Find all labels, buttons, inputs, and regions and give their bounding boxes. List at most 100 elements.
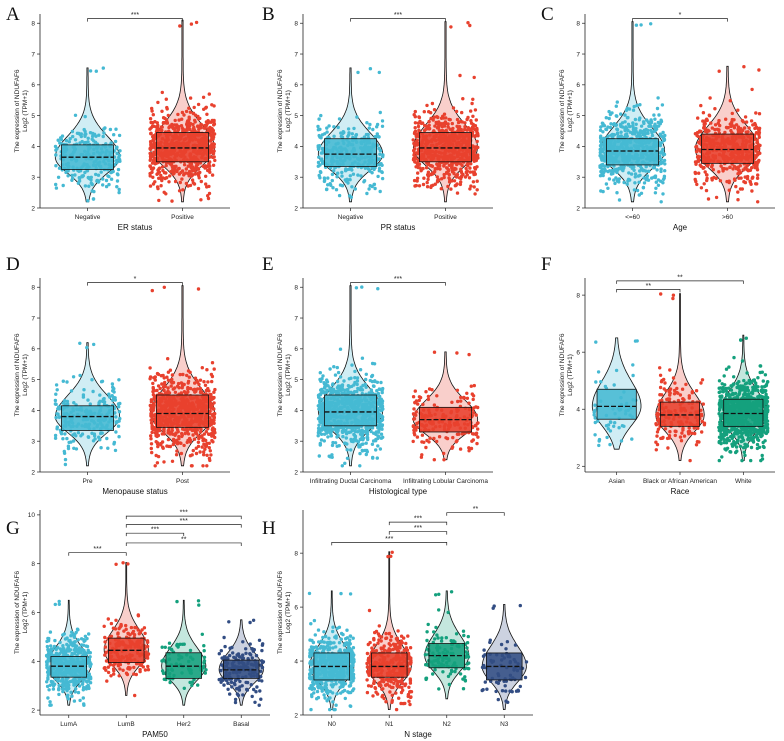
data-point <box>697 171 701 175</box>
data-point <box>622 180 626 185</box>
data-point <box>749 119 754 123</box>
data-point <box>118 149 122 153</box>
data-point <box>702 165 706 170</box>
data-point <box>179 381 184 385</box>
data-point <box>55 412 59 416</box>
data-point <box>352 126 356 131</box>
y-tick-label: 7 <box>31 315 35 322</box>
data-point <box>358 464 362 468</box>
data-point <box>193 390 197 394</box>
data-point <box>633 117 638 122</box>
data-point <box>661 181 665 185</box>
data-point <box>358 437 362 442</box>
data-point <box>728 165 732 169</box>
data-point <box>460 163 464 168</box>
data-point <box>181 128 185 132</box>
data-point <box>650 133 655 138</box>
data-point <box>705 164 710 168</box>
data-point <box>634 23 639 27</box>
data-point <box>358 368 363 372</box>
data-point <box>60 134 65 138</box>
data-point <box>150 450 154 455</box>
data-point <box>72 401 76 405</box>
data-point <box>209 453 213 457</box>
data-point <box>322 432 327 436</box>
data-point <box>193 120 197 124</box>
data-point <box>53 433 58 438</box>
data-point <box>332 365 336 369</box>
data-point <box>632 168 636 172</box>
data-point <box>378 189 382 194</box>
data-point <box>210 374 215 379</box>
data-point <box>184 167 188 171</box>
data-point <box>696 134 700 139</box>
data-point <box>180 433 184 437</box>
data-point <box>736 168 741 172</box>
data-point <box>350 363 354 367</box>
data-point <box>73 113 78 118</box>
y-tick-label: 6 <box>294 346 298 353</box>
data-point <box>608 169 612 173</box>
data-point <box>696 116 700 120</box>
data-point <box>374 430 379 434</box>
data-point <box>744 120 749 124</box>
x-axis-title: PR status <box>381 223 416 232</box>
data-point <box>200 435 204 439</box>
y-tick-label: 5 <box>31 113 35 120</box>
y-axis-title: The expression of NDUFAF6 <box>14 333 21 416</box>
data-point <box>437 162 441 167</box>
data-point <box>467 352 471 357</box>
data-point <box>317 117 321 121</box>
data-point <box>193 381 197 385</box>
y-tick-label: 6 <box>31 346 35 353</box>
data-point <box>610 171 614 176</box>
data-point <box>210 361 215 365</box>
data-point <box>212 418 216 422</box>
data-point <box>463 125 467 129</box>
data-point <box>86 136 90 140</box>
data-point <box>169 384 173 388</box>
data-point <box>211 163 216 167</box>
box <box>324 394 377 427</box>
data-point <box>626 128 630 133</box>
data-point <box>94 134 98 138</box>
data-point <box>329 434 333 438</box>
data-point <box>433 167 437 171</box>
data-point <box>750 189 754 193</box>
box <box>324 138 377 167</box>
data-point <box>379 414 384 418</box>
data-point <box>732 177 737 181</box>
data-point <box>653 191 658 195</box>
data-point <box>422 110 426 114</box>
data-point <box>212 118 216 123</box>
data-point <box>465 391 469 395</box>
data-point <box>156 441 160 445</box>
data-point <box>149 398 154 402</box>
data-point <box>379 380 383 385</box>
data-point <box>318 163 322 167</box>
data-point <box>354 133 359 137</box>
data-point <box>341 391 345 395</box>
data-point <box>751 123 755 127</box>
data-point <box>159 441 163 446</box>
data-point <box>475 156 479 161</box>
significance-label: * <box>134 276 137 283</box>
data-point <box>380 176 385 181</box>
data-point <box>162 190 166 194</box>
data-point <box>188 96 193 100</box>
data-point <box>86 140 90 144</box>
data-point <box>176 126 180 130</box>
data-point <box>329 183 333 187</box>
data-point <box>181 188 185 192</box>
data-point <box>184 391 188 395</box>
data-point <box>212 421 216 425</box>
data-point <box>649 121 653 125</box>
data-point <box>452 179 457 183</box>
data-point <box>615 191 619 195</box>
data-point <box>372 384 376 388</box>
data-point <box>171 387 175 391</box>
data-point <box>446 122 450 126</box>
data-point <box>604 127 608 131</box>
data-point <box>743 166 747 170</box>
